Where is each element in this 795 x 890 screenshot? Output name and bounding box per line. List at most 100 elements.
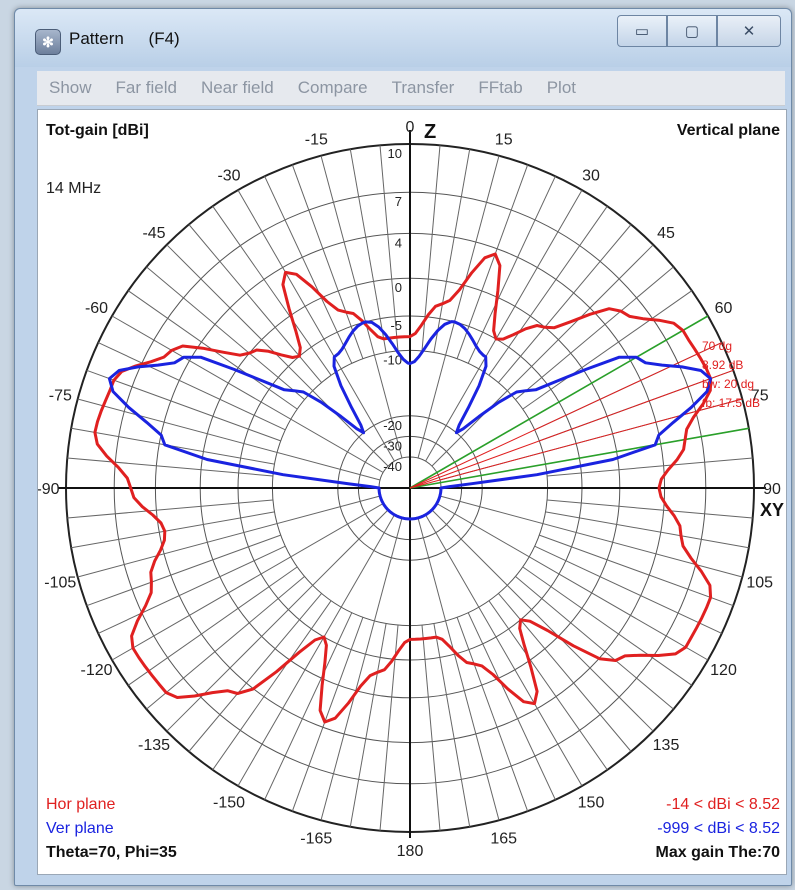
grid-spoke [71,511,275,549]
close-icon: ✕ [742,23,756,40]
grid-spoke [456,617,529,812]
grid-spoke [77,495,381,578]
xy-axis-label: XY [760,500,784,520]
frequency-label: 14 MHz [46,180,102,197]
menu-plot[interactable]: Plot [546,78,577,97]
grid-spoke [97,342,286,431]
hor-plane-curve [93,252,713,724]
legend-ver-plane: Ver plane [46,820,114,837]
minimize-button[interactable]: ▭ [617,15,667,47]
grid-spoke [212,600,332,771]
menu-bar: Show Far field Near field Compare Transf… [37,71,785,106]
menu-far-field[interactable]: Far field [115,78,177,97]
grid-spoke [291,164,364,359]
angle-tick-label: -60 [85,300,108,317]
angle-tick-label: 180 [397,843,424,860]
maximize-icon: ▢ [684,23,700,40]
menu-compare[interactable]: Compare [297,78,368,97]
grid-spoke [467,175,556,364]
grid-spoke [166,509,389,732]
grid-spoke [498,224,632,383]
grid-spoke [456,164,529,359]
grid-spoke [539,534,734,607]
angle-tick-label: -135 [138,737,170,754]
grid-spoke [264,612,353,801]
grid-spoke [264,175,353,364]
angle-tick-label: 135 [653,737,680,754]
grid-spoke [433,149,471,353]
angle-tick-label: 60 [715,300,733,317]
angle-tick-label: 120 [710,662,737,679]
legend-hor-plane: Hor plane [46,796,116,813]
angle-tick-label: 45 [657,225,675,242]
grid-spoke [425,514,583,787]
polar-plot: 0153045607590105120135150165180-165-150-… [38,119,784,860]
angle-tick-label: 105 [746,575,773,592]
ring-level-label: 10 [388,146,402,161]
angle-tick-label: 15 [495,131,513,148]
marker-readout-line: fb: 17.5 dB [702,396,760,410]
angle-tick-label: -75 [49,387,72,404]
grid-spoke [547,457,753,477]
grid-spoke [146,266,305,400]
grid-spoke [379,145,399,351]
maximize-button[interactable]: ▢ [667,15,717,47]
angle-tick-label: 75 [751,387,769,404]
ring-level-label: 7 [395,194,402,209]
ring-level-label: 0 [395,280,402,295]
grid-spoke [97,545,286,634]
menu-transfer[interactable]: Transfer [391,78,455,97]
angle-tick-label: -45 [142,225,165,242]
grid-spoke [146,576,305,710]
menu-fftab[interactable]: FFtab [478,78,523,97]
angle-tick-label: -120 [80,662,112,679]
window-shortcut: (F4) [148,29,180,48]
grid-spoke [421,625,441,831]
grid-spoke [534,545,723,634]
grid-spoke [349,149,387,353]
grid-spoke [212,205,332,376]
ring-level-label: -20 [383,418,402,433]
theta-phi-readout: Theta=70, Phi=35 [46,844,177,861]
grid-spoke [439,495,743,578]
grid-spoke [425,189,583,462]
angle-tick-label: 90 [763,481,781,498]
grid-spoke [545,511,749,549]
angle-tick-label: -30 [217,168,240,185]
angle-tick-label: -105 [44,575,76,592]
grid-spoke [522,566,693,686]
ring-level-label: -40 [383,459,402,474]
angle-tick-label: -150 [213,795,245,812]
beam-marker-line [409,398,743,489]
grid-spoke [515,576,674,710]
angle-tick-label: -165 [300,831,332,848]
grid-spoke [379,625,399,831]
grid-spoke [320,155,403,459]
grid-spoke [421,145,441,351]
minimize-icon: ▭ [634,23,650,40]
tot-gain-label: Tot-gain [dBi] [46,122,149,139]
max-gain-readout: Max gain The:70 [655,844,780,861]
grid-spoke [515,266,674,400]
grid-spoke [431,244,654,467]
ring-level-label: 4 [395,235,402,250]
menu-show[interactable]: Show [49,78,92,97]
grid-spoke [111,503,384,661]
grid-spoke [488,600,608,771]
grid-spoke [188,593,322,752]
hor-range-label: -14 < dBi < 8.52 [666,796,780,813]
angle-tick-label: -15 [305,131,328,148]
pattern-plot-area[interactable]: 0 15 30 45 60 75 90 105 120 135 150 165 180 -165 -150-… [37,109,787,875]
title-bar[interactable]: ✻ Pattern (F4) ▭ ▢ ✕ [15,9,791,67]
grid-spoke [127,566,298,686]
app-icon[interactable]: ✻ [35,29,61,55]
grid-spoke [67,457,273,477]
marker-readout-line: 70 dg [702,339,732,353]
menu-near-field[interactable]: Near field [200,78,274,97]
marker-readout-line: 8.92 dB [702,358,743,372]
ver-range-label: -999 < dBi < 8.52 [657,820,780,837]
close-button[interactable]: ✕ [717,15,781,47]
grid-spoke [467,612,556,801]
grid-spoke [67,499,273,519]
grid-spoke [547,499,753,519]
